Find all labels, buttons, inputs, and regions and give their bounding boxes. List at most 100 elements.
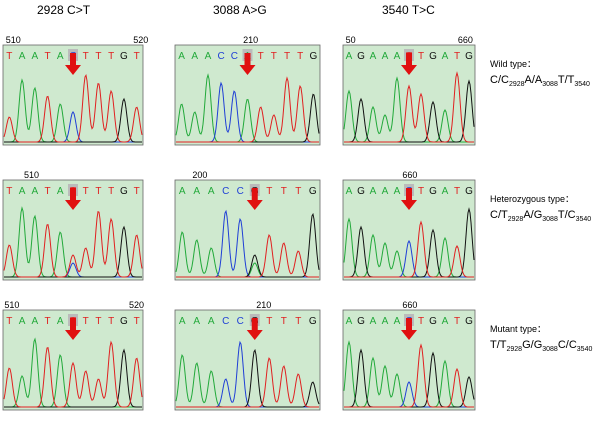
base-call: T (418, 316, 424, 327)
position-label: 660 (458, 35, 473, 45)
base-call: T (284, 51, 290, 62)
position-label: 200 (192, 170, 207, 180)
chromatogram-panel (174, 179, 321, 281)
base-call: A (205, 51, 212, 62)
base-call: C (231, 51, 238, 62)
base-call: T (271, 51, 277, 62)
base-call: A (346, 186, 353, 197)
base-call: G (429, 316, 437, 327)
arrow (246, 188, 263, 210)
genotype-part: 2928 (508, 216, 524, 223)
base-call: G (357, 316, 365, 327)
row-label: Heterozygous type： (490, 194, 574, 204)
base-call: A (19, 316, 26, 327)
base-call: G (120, 51, 128, 62)
base-call: A (179, 316, 186, 327)
base-call: T (44, 186, 50, 197)
position-label: 660 (402, 300, 417, 310)
position-label: 510 (4, 300, 19, 310)
base-call: A (442, 51, 449, 62)
base-call: T (454, 316, 460, 327)
base-call: A (178, 51, 185, 62)
chromatogram-panel (174, 309, 321, 411)
base-call: G (357, 186, 365, 197)
base-call: G (429, 186, 437, 197)
base-call: A (442, 316, 449, 327)
base-call: T (134, 186, 140, 197)
genotype-part: C/C (558, 339, 577, 351)
base-call: G (309, 186, 317, 197)
base-call: T (95, 186, 101, 197)
trace (176, 234, 319, 278)
position-label: 510 (24, 170, 39, 180)
position-label: 660 (402, 170, 417, 180)
base-call: T (454, 51, 460, 62)
trace (3, 73, 143, 143)
base-call: A (442, 186, 449, 197)
base-call: G (465, 186, 473, 197)
arrow (65, 188, 81, 210)
genotype-part: 3540 (576, 216, 592, 223)
base-call: T (297, 51, 303, 62)
base-call: A (179, 186, 186, 197)
trace (176, 76, 319, 143)
trace (344, 79, 475, 143)
genotype-part: 2928 (509, 81, 525, 88)
genotype-part: G/G (522, 339, 542, 351)
trace (344, 220, 474, 278)
base-call: T (134, 51, 140, 62)
base-call: A (382, 51, 389, 62)
genotype: C/T2928A/G3088T/C3540 (490, 209, 591, 223)
base-call: T (44, 51, 50, 62)
base-call: T (454, 186, 460, 197)
position-label: 520 (129, 300, 144, 310)
base-call: T (418, 186, 424, 197)
genotype-part: T/T (490, 339, 507, 351)
base-call: A (31, 316, 38, 327)
base-call: G (120, 186, 128, 197)
arrow (65, 53, 81, 75)
row-label: Mutant type： (490, 324, 546, 334)
genotype-part: C/T (490, 209, 508, 221)
base-call: A (394, 316, 401, 327)
base-call: T (44, 316, 50, 327)
base-call: T (6, 186, 12, 197)
genotype-part: C/C (490, 74, 509, 86)
base-call: C (222, 316, 229, 327)
base-call: C (237, 186, 244, 197)
base-call: T (266, 316, 272, 327)
base-call: A (382, 186, 389, 197)
base-call: A (394, 186, 401, 197)
position-label: 510 (6, 35, 21, 45)
column-header: 2928 C>T (37, 3, 91, 17)
base-call: A (370, 186, 377, 197)
base-call: T (108, 51, 114, 62)
genotype: T/T2928G/G3088C/C3540 (490, 339, 592, 353)
trace (3, 340, 143, 408)
genotype-part: T/T (558, 74, 575, 86)
base-call: A (346, 316, 353, 327)
trace (3, 211, 143, 278)
base-call: T (295, 316, 301, 327)
base-call: A (19, 51, 26, 62)
base-call: T (83, 51, 89, 62)
genotype-part: 3088 (542, 81, 558, 88)
base-call: T (418, 51, 424, 62)
base-call: G (465, 316, 473, 327)
genotype-part: A/A (525, 74, 543, 86)
base-call: A (208, 316, 215, 327)
base-call: A (19, 186, 26, 197)
arrow (65, 318, 81, 340)
genotype-part: T/C (558, 209, 576, 221)
base-call: C (222, 186, 229, 197)
trace (344, 343, 474, 408)
base-call: A (346, 51, 353, 62)
base-call: T (108, 186, 114, 197)
genotype-part: 3540 (574, 81, 590, 88)
base-call: T (6, 316, 12, 327)
position-label: 210 (256, 300, 271, 310)
position-label: 210 (243, 35, 258, 45)
base-call: A (193, 186, 200, 197)
arrow (401, 318, 417, 340)
trace (176, 357, 319, 408)
